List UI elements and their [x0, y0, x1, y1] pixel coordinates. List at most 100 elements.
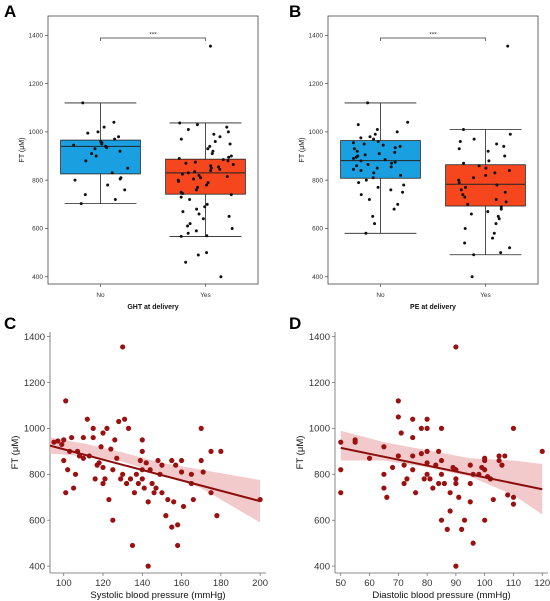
data-point	[61, 437, 67, 443]
data-point	[505, 492, 511, 498]
data-point	[393, 150, 397, 154]
data-point	[508, 132, 512, 136]
data-point	[159, 490, 165, 496]
data-point	[180, 172, 184, 176]
data-point	[93, 147, 97, 151]
data-point	[389, 464, 396, 471]
data-point	[225, 175, 229, 179]
x-tick-label: No	[376, 292, 385, 299]
data-point	[539, 448, 545, 454]
data-point	[338, 467, 344, 473]
data-point	[209, 164, 213, 168]
data-point	[355, 164, 359, 168]
data-point	[436, 480, 442, 487]
y-tick-label: 600	[314, 516, 330, 527]
box-yes	[445, 164, 526, 207]
data-point	[180, 503, 187, 510]
data-point	[338, 490, 344, 496]
data-point	[410, 453, 416, 459]
data-point	[226, 130, 230, 134]
data-point	[84, 159, 88, 163]
y-tick-label: 1400	[29, 33, 44, 40]
data-point	[70, 485, 77, 491]
data-point	[424, 471, 430, 477]
data-point	[127, 476, 134, 482]
data-point	[208, 448, 214, 454]
data-point	[178, 121, 182, 125]
regression-line	[49, 444, 261, 503]
data-point	[384, 494, 390, 500]
data-point	[63, 398, 69, 404]
data-point	[402, 183, 406, 187]
data-point	[484, 166, 488, 170]
data-point	[100, 464, 106, 471]
y-axis-label: FT (μM)	[295, 436, 306, 470]
data-point	[195, 207, 199, 211]
data-point	[395, 414, 401, 420]
data-point	[499, 207, 503, 211]
data-point	[118, 149, 122, 153]
x-axis-label: PE at delivery	[410, 304, 456, 311]
data-point	[424, 416, 430, 422]
data-point	[367, 197, 371, 201]
data-point	[193, 170, 197, 174]
data-point	[461, 193, 465, 197]
data-point	[96, 130, 100, 134]
data-point	[106, 496, 112, 503]
data-point	[410, 467, 416, 473]
data-point	[113, 137, 117, 141]
data-point	[497, 217, 501, 221]
plot-frame	[327, 15, 539, 285]
data-point	[80, 455, 86, 461]
data-point	[496, 453, 502, 459]
data-point	[218, 167, 222, 171]
data-point	[83, 193, 87, 197]
data-point	[141, 485, 147, 491]
significance-bracket	[380, 37, 486, 41]
data-point	[171, 499, 177, 505]
data-point	[467, 499, 473, 505]
data-point	[418, 425, 424, 431]
data-point	[59, 441, 65, 448]
data-point	[504, 200, 508, 204]
data-point	[137, 457, 143, 464]
data-point	[193, 160, 197, 164]
data-point	[381, 471, 387, 477]
data-point	[502, 144, 506, 148]
data-point	[470, 540, 476, 546]
data-point	[188, 197, 192, 201]
data-point	[200, 469, 206, 475]
data-point	[205, 251, 209, 255]
data-point	[393, 160, 397, 164]
data-point	[188, 222, 192, 226]
data-point	[186, 231, 190, 235]
data-point	[412, 490, 419, 496]
data-point	[217, 165, 221, 169]
panel-label-c: C	[4, 314, 16, 333]
data-point	[129, 542, 136, 549]
x-tick-label: 50	[335, 578, 346, 589]
data-point	[149, 480, 155, 487]
data-point	[186, 171, 190, 175]
data-point	[351, 167, 355, 171]
data-point	[447, 490, 453, 496]
data-point	[225, 125, 229, 129]
data-point	[495, 183, 499, 187]
y-tick-label: 1400	[309, 332, 330, 343]
data-point	[208, 144, 212, 148]
data-point	[453, 476, 459, 482]
data-point	[96, 460, 102, 466]
y-tick-label: 1200	[29, 81, 44, 88]
data-point	[120, 344, 126, 350]
panel-label-b: B	[289, 2, 301, 21]
data-point	[487, 159, 491, 163]
data-point	[359, 136, 363, 140]
data-point	[186, 224, 190, 228]
data-point	[463, 195, 467, 199]
data-point	[441, 480, 447, 487]
data-point	[477, 164, 481, 168]
x-axis-label: Systolic blood pressure (mmHg)	[90, 590, 225, 601]
data-point	[401, 462, 407, 468]
data-point	[229, 154, 233, 158]
